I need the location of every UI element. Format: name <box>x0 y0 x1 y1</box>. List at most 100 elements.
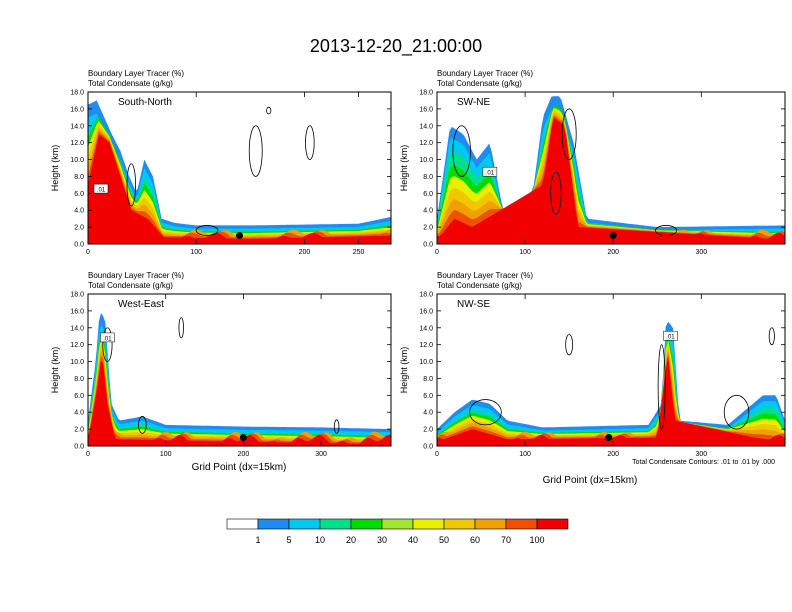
panel-label-condensate: Total Condensate (g/kg) <box>88 79 173 88</box>
panel-label-tracer: Boundary Layer Tracer (%) <box>88 69 184 78</box>
colorbar-box <box>350 518 383 530</box>
y-tick-label: 14.0 <box>419 123 433 130</box>
location-marker <box>609 232 617 240</box>
x-tick-label: 0 <box>435 249 439 256</box>
panel-title: NW-SE <box>457 299 490 310</box>
x-tick-label: 0 <box>86 451 90 458</box>
contour-note: Total Condensate Contours: .01 to .01 by… <box>632 459 775 466</box>
y-tick-label: 14.0 <box>419 325 433 332</box>
x-axis-label-right: Grid Point (dx=15km) <box>543 475 638 486</box>
panel-title: South-North <box>118 97 172 108</box>
x-tick-label: 0 <box>86 249 90 256</box>
y-tick-label: 10.0 <box>70 359 84 366</box>
colorbar: 1 5 10 20 30 40 50 60 70 100 <box>226 518 569 545</box>
y-tick-label: 14.0 <box>70 325 84 332</box>
panel-title: West-East <box>118 299 164 310</box>
y-tick-label: 18.0 <box>419 292 433 299</box>
y-tick-label: 0.0 <box>423 242 433 249</box>
panels: Boundary Layer Tracer (%)Total Condensat… <box>50 69 786 458</box>
tracer-field: .01 <box>437 96 785 244</box>
y-tick-label: 12.0 <box>70 342 84 349</box>
colorbar-label: 60 <box>470 535 480 545</box>
x-tick-label: 0 <box>435 451 439 458</box>
panel-label-condensate: Total Condensate (g/kg) <box>88 281 173 290</box>
tracer-level-8 <box>88 355 391 446</box>
contour-label: .01 <box>97 188 106 194</box>
tracer-level-9 <box>437 117 785 244</box>
panel-west-east: Boundary Layer Tracer (%)Total Condensat… <box>50 271 392 458</box>
panel-title: SW-NE <box>457 97 490 108</box>
y-tick-label: 2.0 <box>423 225 433 232</box>
condensate-contour <box>305 125 315 160</box>
x-tick-label: 200 <box>299 249 311 256</box>
colorbar-label: 1 <box>255 535 260 545</box>
condensate-contour <box>138 416 147 434</box>
contour-label: .01 <box>103 336 112 342</box>
panel-label-tracer: Boundary Layer Tracer (%) <box>437 271 533 280</box>
condensate-contour <box>178 317 184 339</box>
condensate-contour <box>333 419 340 434</box>
plot-frame <box>87 91 392 245</box>
condensate-contour <box>102 327 113 362</box>
x-tick-label: 100 <box>519 451 531 458</box>
tracer-field: .01 <box>88 313 391 446</box>
x-tick-label: 100 <box>160 451 172 458</box>
condensate-contour <box>550 171 562 215</box>
contour-label-box <box>100 332 115 343</box>
y-tick-label: 10.0 <box>419 359 433 366</box>
y-tick-label: 18.0 <box>70 292 84 299</box>
colorbar-label: 40 <box>408 535 418 545</box>
colorbar-label: 10 <box>315 535 325 545</box>
contour-label: .01 <box>486 171 495 177</box>
colorbar-label: 50 <box>439 535 449 545</box>
location-marker <box>605 434 613 442</box>
y-tick-label: 8.0 <box>74 376 84 383</box>
colorbar-label: 20 <box>346 535 356 545</box>
condensate-contour <box>266 106 272 115</box>
y-tick-label: 16.0 <box>419 308 433 315</box>
y-tick-label: 10.0 <box>419 157 433 164</box>
colorbar-label: 100 <box>529 535 544 545</box>
y-tick-label: 4.0 <box>423 410 433 417</box>
x-tick-label: 200 <box>238 451 250 458</box>
y-tick-label: 6.0 <box>74 393 84 400</box>
x-tick-label: 200 <box>607 451 619 458</box>
colorbar-box <box>536 518 569 530</box>
panel-south-north: Boundary Layer Tracer (%)Total Condensat… <box>50 69 392 256</box>
panel-nw-se: Boundary Layer Tracer (%)Total Condensat… <box>399 271 786 458</box>
x-tick-label: 300 <box>315 451 327 458</box>
tracer-level-9 <box>88 134 391 244</box>
y-tick-label: 12.0 <box>419 342 433 349</box>
x-tick-label: 100 <box>190 249 202 256</box>
colorbar-label: 30 <box>377 535 387 545</box>
y-tick-label: 8.0 <box>74 174 84 181</box>
contour-label-box <box>663 330 678 341</box>
colorbar-box <box>505 518 538 530</box>
y-tick-label: 2.0 <box>74 427 84 434</box>
condensate-contour <box>195 225 219 236</box>
colorbar-box <box>288 518 321 530</box>
contour-label-box <box>93 183 109 194</box>
y-axis-label: Height (km) <box>399 347 409 394</box>
panel-label-condensate: Total Condensate (g/kg) <box>437 281 522 290</box>
colorbar-box <box>443 518 476 530</box>
tracer-field: .01 <box>88 100 391 244</box>
plot-frame <box>436 91 786 245</box>
y-axis-label: Height (km) <box>50 145 60 192</box>
y-tick-label: 8.0 <box>423 376 433 383</box>
y-tick-label: 0.0 <box>423 444 433 451</box>
colorbar-label: 70 <box>501 535 511 545</box>
tracer-field: .01 <box>437 321 785 446</box>
plot-frame <box>436 293 786 447</box>
y-tick-label: 0.0 <box>74 444 84 451</box>
condensate-contour <box>723 394 750 430</box>
y-tick-label: 0.0 <box>74 242 84 249</box>
y-tick-label: 16.0 <box>70 106 84 113</box>
y-tick-label: 10.0 <box>70 157 84 164</box>
y-axis-label: Height (km) <box>50 347 60 394</box>
y-tick-label: 2.0 <box>74 225 84 232</box>
y-tick-label: 18.0 <box>419 90 433 97</box>
x-tick-label: 250 <box>353 249 365 256</box>
colorbar-box <box>226 518 259 530</box>
